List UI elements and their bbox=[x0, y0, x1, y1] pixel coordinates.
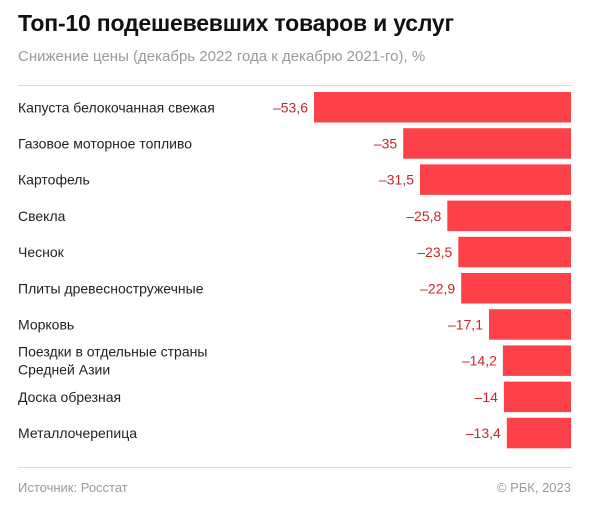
category-label-line: Поездки в отдельные страны bbox=[18, 344, 207, 360]
value-label: –14,2 bbox=[462, 353, 497, 369]
category-label-line: Свекла bbox=[18, 208, 66, 224]
category-label: Доска обрезная bbox=[18, 389, 121, 405]
bar bbox=[461, 273, 571, 304]
value-label: –53,6 bbox=[273, 99, 308, 115]
category-label-line: Чеснок bbox=[18, 244, 65, 260]
bar bbox=[458, 236, 571, 268]
category-label: Картофель bbox=[18, 172, 90, 188]
value-label: –31,5 bbox=[379, 172, 414, 188]
value-label: –22,9 bbox=[420, 280, 455, 296]
value-label: –14 bbox=[475, 389, 499, 405]
category-label-line: Капуста белокочанная свежая bbox=[18, 99, 215, 115]
bar bbox=[503, 381, 571, 413]
category-label: Металлочерепица bbox=[18, 425, 137, 441]
bar bbox=[314, 92, 571, 123]
bar bbox=[403, 128, 571, 159]
value-label: –35 bbox=[374, 136, 398, 152]
bar bbox=[502, 345, 571, 376]
top-divider bbox=[18, 85, 572, 86]
category-label-line: Газовое моторное топливо bbox=[18, 136, 192, 152]
chart-title: Топ-10 подешевевших товаров и услуг bbox=[18, 10, 454, 36]
category-label: Плиты древесностружечные bbox=[18, 280, 204, 296]
value-label: –17,1 bbox=[448, 317, 483, 333]
bar-chart: –53,6 Капуста белокочанная свежая –35 Газов… bbox=[18, 92, 572, 449]
category-label: Газовое моторное топливо bbox=[18, 136, 192, 152]
bar bbox=[506, 417, 572, 449]
category-label-line: Картофель bbox=[18, 172, 90, 188]
value-label: –25,8 bbox=[406, 208, 441, 224]
category-label-line: Плиты древесностружечные bbox=[18, 280, 204, 296]
value-label: –13,4 bbox=[466, 425, 501, 441]
copyright-note: © РБК, 2023 bbox=[496, 480, 571, 495]
category-label: Капуста белокочанная свежая bbox=[18, 99, 215, 115]
category-label-line: Доска обрезная bbox=[18, 389, 121, 405]
source-note: Источник: Росстат bbox=[18, 480, 128, 495]
category-label: Морковь bbox=[18, 317, 74, 333]
category-label: Чеснок bbox=[18, 244, 65, 260]
category-label-line: Средней Азии bbox=[18, 362, 110, 378]
bottom-divider bbox=[18, 467, 572, 468]
category-label: Свекла bbox=[18, 208, 66, 224]
category-label-line: Металлочерепица bbox=[18, 425, 137, 441]
bar bbox=[489, 309, 571, 340]
bar bbox=[447, 200, 571, 232]
category-label: Поездки в отдельные страны Средней Азии bbox=[18, 344, 207, 378]
category-label-line: Морковь bbox=[18, 317, 74, 333]
chart-subtitle: Снижение цены (декабрь 2022 года к декаб… bbox=[18, 48, 426, 65]
value-label: –23,5 bbox=[417, 244, 452, 260]
bar bbox=[420, 164, 571, 195]
